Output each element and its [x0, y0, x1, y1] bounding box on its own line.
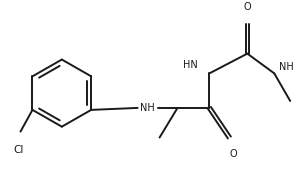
Text: O: O	[243, 2, 251, 12]
Text: O: O	[229, 149, 237, 159]
Text: HN: HN	[183, 61, 198, 70]
Text: Cl: Cl	[13, 145, 24, 155]
Text: NH: NH	[279, 62, 294, 72]
Text: NH: NH	[140, 103, 155, 113]
